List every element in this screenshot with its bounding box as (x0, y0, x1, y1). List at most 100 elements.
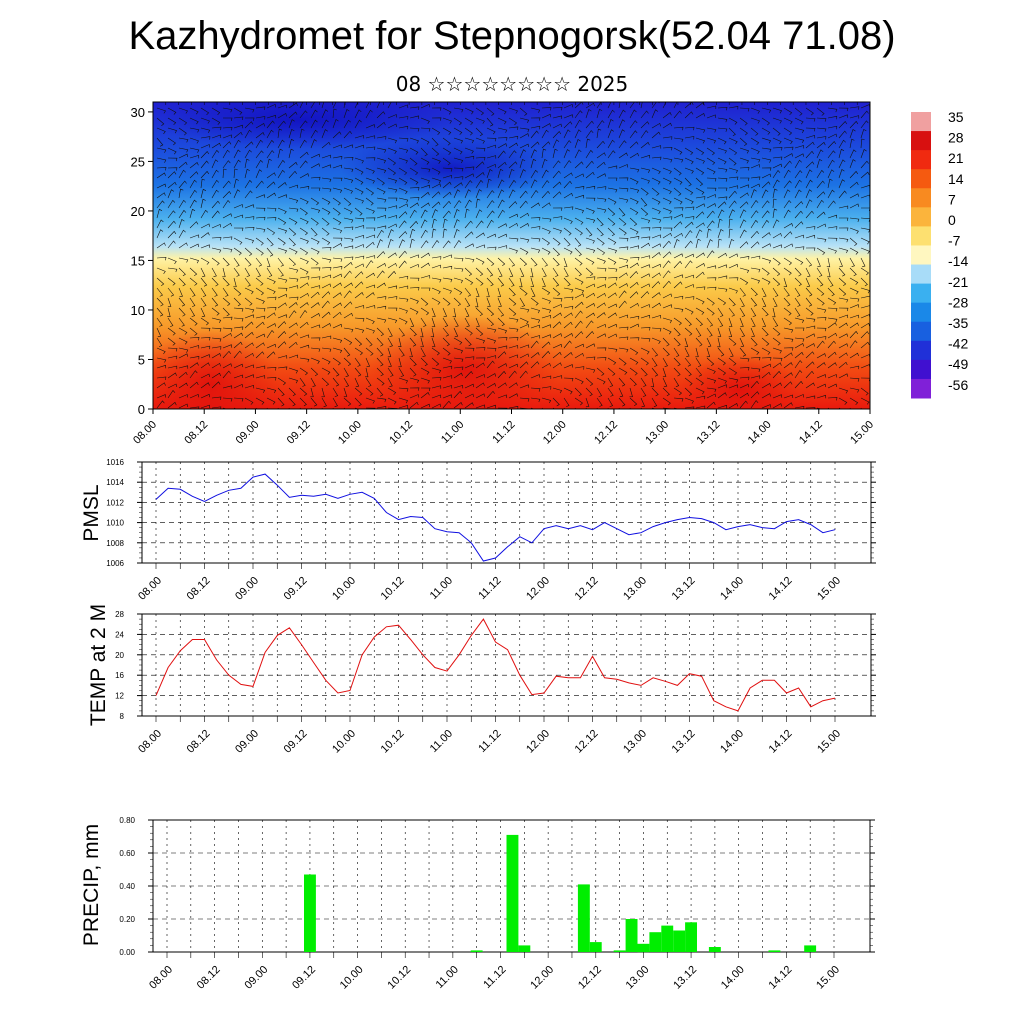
wind-barb (431, 347, 440, 356)
wind-barb (629, 187, 640, 194)
wind-barb (200, 345, 211, 350)
wind-barb (486, 297, 491, 308)
wind-barb (750, 189, 757, 199)
wind-barb (376, 305, 387, 310)
wind-barb (761, 307, 769, 317)
wind-barb (838, 227, 849, 231)
wind-barb (189, 257, 200, 264)
wind-barb (244, 226, 255, 231)
wind-barb (288, 128, 295, 139)
wind-barb (409, 209, 417, 219)
wind-barb (541, 307, 552, 314)
wind-barb (453, 147, 463, 155)
wind-barb (860, 397, 870, 405)
wind-barb (387, 377, 393, 387)
wind-barb (772, 232, 782, 239)
wind-barb (497, 137, 508, 141)
wind-barb (189, 179, 197, 189)
wind-barb (508, 337, 519, 341)
wind-barb (717, 384, 728, 389)
wind-barb (607, 139, 615, 149)
wind-barb (618, 164, 629, 169)
colorbar-swatch (911, 169, 931, 189)
wind-barb (409, 187, 420, 191)
wind-barb (618, 119, 626, 129)
wind-barb (772, 107, 783, 114)
wind-barb (673, 232, 683, 239)
wind-barb (310, 337, 321, 341)
wind-barb (376, 357, 384, 367)
wind-barb (684, 240, 693, 249)
wind-barb (178, 353, 188, 359)
wind-barb (211, 179, 220, 189)
wind-barb (211, 247, 222, 253)
panel-xtick-label: 08.12 (185, 575, 213, 603)
wind-barb (178, 209, 187, 219)
colorbar-swatch (911, 378, 931, 399)
wind-barb (640, 291, 650, 299)
wind-barb (596, 108, 603, 119)
wind-barb (530, 247, 541, 253)
wind-barb (662, 317, 673, 324)
wind-barb (475, 337, 486, 344)
wind-barb (596, 333, 607, 339)
wind-barb (420, 387, 431, 392)
wind-barb (420, 157, 430, 165)
wind-barb (519, 117, 530, 124)
xs-xtick-label: 12.12 (592, 419, 620, 447)
wind-barb (299, 160, 308, 169)
wind-barb (288, 377, 299, 384)
wind-barb (486, 355, 497, 359)
wind-barb (497, 233, 508, 239)
wind-barb (728, 147, 738, 156)
wind-barb (618, 102, 621, 109)
wind-barb (486, 383, 496, 389)
wind-barb (442, 181, 452, 189)
wind-barb (431, 177, 442, 184)
wind-barb (442, 200, 451, 209)
wind-barb (387, 205, 398, 209)
wind-barb (530, 277, 534, 288)
wind-barb (299, 237, 309, 244)
wind-barb (398, 397, 409, 404)
wind-barb (310, 237, 320, 245)
wind-barb (541, 237, 550, 246)
wind-barb (519, 287, 528, 296)
wind-barb (200, 337, 211, 341)
wind-barb (695, 337, 703, 347)
wind-barb (574, 277, 584, 285)
wind-barb (761, 117, 770, 126)
wind-barb (464, 393, 474, 399)
wind-barb (838, 169, 845, 179)
wind-barb (739, 201, 749, 209)
wind-barb (552, 387, 563, 394)
wind-barb (706, 377, 717, 384)
wind-barb (563, 217, 573, 225)
wind-barb (563, 377, 574, 382)
wind-barb (739, 127, 748, 136)
wind-barb (783, 267, 792, 276)
wind-barb (816, 317, 827, 321)
wind-barb (750, 267, 761, 273)
wind-barb (376, 167, 387, 174)
wind-barb (794, 221, 804, 229)
wind-barb (574, 227, 583, 236)
wind-barb (431, 218, 437, 229)
wind-barb (167, 267, 178, 273)
wind-barb (277, 113, 287, 119)
panel-xtick-label: 11.12 (481, 964, 508, 991)
wind-barb (585, 130, 594, 139)
wind-barb (805, 179, 813, 189)
wind-barb (453, 385, 464, 389)
panel-xtick-label: 09.12 (290, 964, 318, 992)
wind-barb (497, 189, 505, 199)
panel-ytick-label: 0.40 (119, 882, 135, 891)
wind-barb (311, 187, 321, 191)
wind-barb (398, 337, 402, 347)
wind-barb (233, 350, 242, 359)
wind-barb (750, 200, 759, 209)
panel-xtick-label: 14.12 (767, 964, 795, 992)
wind-barb (376, 296, 387, 300)
wind-barb (761, 243, 771, 249)
wind-barb (497, 345, 508, 349)
